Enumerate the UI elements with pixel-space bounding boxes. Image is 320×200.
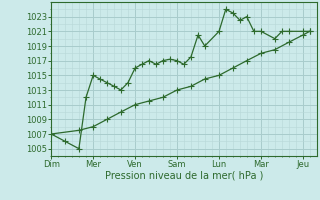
- X-axis label: Pression niveau de la mer( hPa ): Pression niveau de la mer( hPa ): [105, 171, 263, 181]
